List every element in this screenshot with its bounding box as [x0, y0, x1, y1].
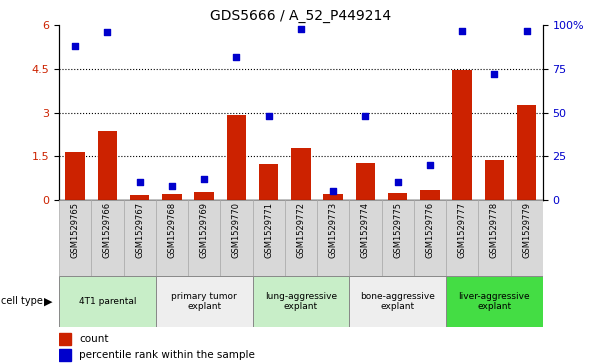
Point — [167, 183, 176, 189]
Bar — [414, 200, 446, 276]
Bar — [478, 200, 510, 276]
Title: GDS5666 / A_52_P449214: GDS5666 / A_52_P449214 — [211, 9, 391, 23]
Text: liver-aggressive
explant: liver-aggressive explant — [458, 291, 530, 311]
Point — [329, 188, 338, 194]
Text: GSM1529765: GSM1529765 — [71, 202, 80, 258]
Point — [393, 179, 402, 185]
Bar — [446, 200, 478, 276]
Bar — [317, 200, 349, 276]
Bar — [388, 193, 407, 200]
Point — [103, 29, 112, 35]
Bar — [446, 276, 543, 327]
Bar — [195, 192, 214, 200]
Bar — [130, 195, 149, 200]
Text: GSM1529769: GSM1529769 — [199, 202, 209, 258]
Bar — [517, 105, 536, 200]
Bar — [285, 200, 317, 276]
Bar — [220, 200, 253, 276]
Text: GSM1529779: GSM1529779 — [522, 202, 531, 258]
Bar — [162, 195, 182, 200]
Bar — [188, 200, 220, 276]
Point — [360, 113, 370, 119]
Text: GSM1529772: GSM1529772 — [296, 202, 306, 258]
Bar — [227, 115, 246, 200]
Point — [199, 176, 209, 182]
Bar — [156, 276, 253, 327]
Bar — [420, 190, 440, 200]
Text: GSM1529776: GSM1529776 — [425, 202, 434, 258]
Point — [70, 44, 80, 49]
Point — [457, 28, 467, 33]
Text: GSM1529771: GSM1529771 — [264, 202, 273, 258]
Text: GSM1529778: GSM1529778 — [490, 202, 499, 258]
Point — [135, 179, 145, 185]
Text: GSM1529770: GSM1529770 — [232, 202, 241, 258]
Text: GSM1529766: GSM1529766 — [103, 202, 112, 258]
Text: GSM1529774: GSM1529774 — [361, 202, 370, 258]
Bar — [98, 131, 117, 200]
Bar — [59, 349, 71, 362]
Bar — [156, 200, 188, 276]
Bar — [59, 276, 156, 327]
Text: 4T1 parental: 4T1 parental — [78, 297, 136, 306]
Bar — [91, 200, 123, 276]
Text: percentile rank within the sample: percentile rank within the sample — [79, 350, 255, 360]
Point — [264, 113, 273, 119]
Bar — [123, 200, 156, 276]
Bar — [349, 200, 382, 276]
Bar — [356, 163, 375, 200]
Text: bone-aggressive
explant: bone-aggressive explant — [360, 291, 435, 311]
Text: ▶: ▶ — [44, 296, 53, 306]
Bar — [382, 200, 414, 276]
Text: GSM1529777: GSM1529777 — [458, 202, 467, 258]
Bar — [291, 148, 310, 200]
Bar — [485, 160, 504, 200]
Bar — [323, 195, 343, 200]
Point — [425, 162, 435, 168]
Bar — [253, 200, 285, 276]
Text: GSM1529773: GSM1529773 — [329, 202, 337, 258]
Text: lung-aggressive
explant: lung-aggressive explant — [265, 291, 337, 311]
Point — [232, 54, 241, 60]
Point — [490, 71, 499, 77]
Bar — [510, 200, 543, 276]
Bar — [59, 333, 71, 345]
Bar — [349, 276, 446, 327]
Bar — [65, 152, 85, 200]
Bar — [259, 164, 278, 200]
Point — [296, 26, 306, 32]
Text: primary tumor
explant: primary tumor explant — [171, 291, 237, 311]
Bar — [59, 200, 91, 276]
Text: cell type: cell type — [1, 296, 42, 306]
Bar — [253, 276, 349, 327]
Point — [522, 28, 532, 33]
Text: GSM1529775: GSM1529775 — [393, 202, 402, 258]
Bar — [453, 70, 472, 200]
Text: count: count — [79, 334, 109, 344]
Text: GSM1529767: GSM1529767 — [135, 202, 144, 258]
Text: GSM1529768: GSM1529768 — [168, 202, 176, 258]
